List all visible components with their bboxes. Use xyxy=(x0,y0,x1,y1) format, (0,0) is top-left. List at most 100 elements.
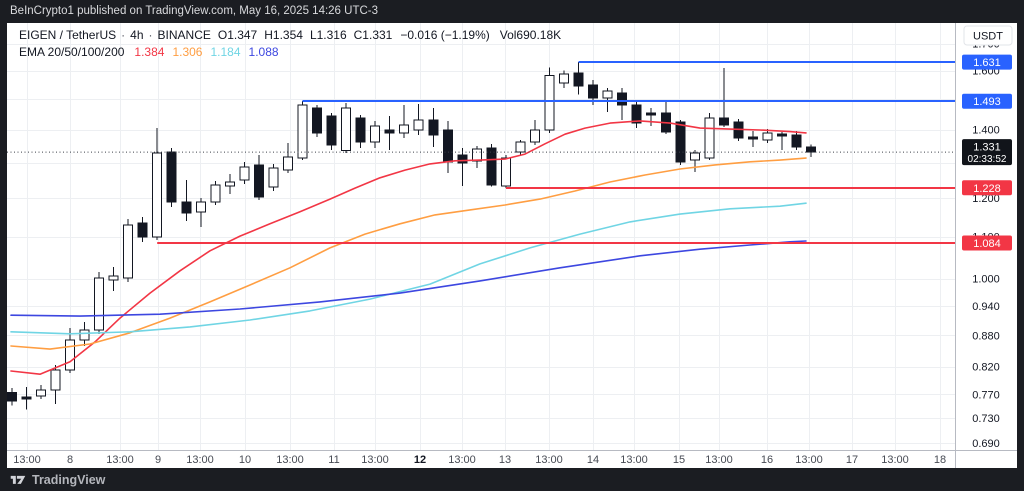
time-tick-hour: 13:00 xyxy=(276,454,304,466)
price-tick-label: 0.690 xyxy=(972,438,1000,450)
candle-up xyxy=(297,104,308,159)
candle-up xyxy=(94,277,105,331)
ema-indicator-label[interactable]: EMA 20/50/100/200 xyxy=(19,45,125,59)
symbol-title[interactable]: EIGEN / TetherUS xyxy=(19,28,117,42)
time-tick-hour: 13:00 xyxy=(705,454,733,466)
ema20-line xyxy=(10,120,807,376)
candle-down xyxy=(573,72,584,87)
candle-up xyxy=(762,132,773,141)
time-tick-hour: 13:00 xyxy=(881,454,909,466)
candle-up xyxy=(370,125,381,143)
candle-down xyxy=(166,151,177,203)
price-tick-label: 0.820 xyxy=(972,362,1000,374)
price-chart-canvas[interactable]: 1.7001.6001.4001.2001.1001.0000.9400.880… xyxy=(7,23,1017,468)
candle-down xyxy=(7,392,17,402)
candle-up xyxy=(65,339,76,371)
svg-text:1.331: 1.331 xyxy=(973,142,1001,154)
ema50-line xyxy=(10,157,807,350)
time-tick-hour: 13:00 xyxy=(106,454,134,466)
time-tick-day: 9 xyxy=(155,454,161,466)
time-tick-hour: 13:00 xyxy=(448,454,476,466)
price-badge-1.631: 1.631 xyxy=(962,54,1012,70)
candle-up xyxy=(399,124,410,134)
candle-up xyxy=(282,156,293,171)
price-tick-label: 0.770 xyxy=(972,389,1000,401)
ema-value: 1.088 xyxy=(248,45,279,59)
volume-value: Vol690.18K xyxy=(499,28,562,42)
candle-down xyxy=(588,84,599,99)
candle-down xyxy=(312,107,323,134)
price-tick-label: 0.940 xyxy=(972,301,1000,313)
candle-up xyxy=(544,75,555,131)
time-tick-hour: 13:00 xyxy=(361,454,389,466)
time-tick-hour: 13:00 xyxy=(795,454,823,466)
candle-up xyxy=(152,152,163,238)
ema-value: 1.184 xyxy=(210,45,241,59)
ema-lines xyxy=(10,120,807,376)
price-tick-label: 0.880 xyxy=(972,330,1000,342)
candle-down xyxy=(631,104,642,124)
countdown-timer: 02:33:52 xyxy=(968,154,1007,165)
candle-down xyxy=(718,117,729,126)
candle-up xyxy=(704,117,715,159)
exchange-label: BINANCE xyxy=(157,28,211,42)
candle-up xyxy=(268,167,279,188)
svg-text:1.493: 1.493 xyxy=(973,96,1001,108)
chart-panel[interactable]: 1.7001.6001.4001.2001.1001.0000.9400.880… xyxy=(7,23,1017,468)
time-tick-day: 17 xyxy=(846,454,858,466)
candle-up xyxy=(35,389,46,397)
svg-text:1.631: 1.631 xyxy=(973,57,1001,69)
price-tick-label: 1.200 xyxy=(972,193,1000,205)
time-tick-hour: 13:00 xyxy=(535,454,563,466)
price-tick-label: 0.730 xyxy=(972,413,1000,425)
time-tick-day: 14 xyxy=(587,454,599,466)
horizontal-rays[interactable] xyxy=(157,61,955,244)
candle-up xyxy=(689,152,700,161)
candle-down xyxy=(253,164,264,198)
price-axis[interactable]: 1.7001.6001.4001.2001.1001.0000.9400.880… xyxy=(962,25,1013,450)
svg-text:1.228: 1.228 xyxy=(973,183,1001,195)
currency-button[interactable] xyxy=(963,25,1013,46)
candle-down xyxy=(428,119,439,136)
time-tick-day: 10 xyxy=(239,454,251,466)
time-tick-day: 8 xyxy=(67,454,73,466)
candle-up xyxy=(413,119,424,131)
candle-down xyxy=(806,146,817,153)
price-badge-1.493: 1.493 xyxy=(962,93,1012,109)
candle-up xyxy=(559,73,570,84)
candle-up xyxy=(50,369,61,391)
candle-down xyxy=(181,201,192,214)
candle-down xyxy=(355,117,366,143)
candle-down xyxy=(776,133,787,137)
publication-bar: BeInCrypto1 published on TradingView.com… xyxy=(0,0,1024,23)
candle-up xyxy=(515,141,526,153)
candle-up xyxy=(210,184,221,203)
price-badge-1.228: 1.228 xyxy=(962,180,1012,196)
high-value: H1.354 xyxy=(264,28,303,42)
time-tick-hour: 13:00 xyxy=(13,454,41,466)
ema100-line xyxy=(10,202,807,335)
candle-up xyxy=(471,148,482,162)
time-tick-day: 13 xyxy=(499,454,511,466)
time-tick-day: 16 xyxy=(761,454,773,466)
time-tick-hour: 13:00 xyxy=(620,454,648,466)
separator-dot: · xyxy=(121,28,126,42)
tradingview-footer-link[interactable]: TradingView xyxy=(0,468,1024,491)
candle-down xyxy=(137,222,148,238)
ema-value: 1.306 xyxy=(172,45,203,59)
price-tick-label: 1.400 xyxy=(972,125,1000,137)
ema200-line xyxy=(10,240,807,317)
candle-up xyxy=(500,157,511,187)
time-tick-day: 18 xyxy=(934,454,946,466)
candle-down xyxy=(457,154,468,164)
interval-label[interactable]: 4h xyxy=(130,28,144,42)
currency-label: USDT xyxy=(973,31,1003,43)
open-value: O1.347 xyxy=(217,28,258,42)
candle-up xyxy=(108,275,119,281)
low-value: L1.316 xyxy=(309,28,347,42)
time-axis[interactable]: 13:00 8 13:00 9 13:00 10 13:00 11 13:00 12 13:00 13… xyxy=(13,454,946,466)
candle-up xyxy=(79,329,90,341)
svg-text:1.084: 1.084 xyxy=(973,238,1001,250)
candle-down xyxy=(747,136,758,140)
